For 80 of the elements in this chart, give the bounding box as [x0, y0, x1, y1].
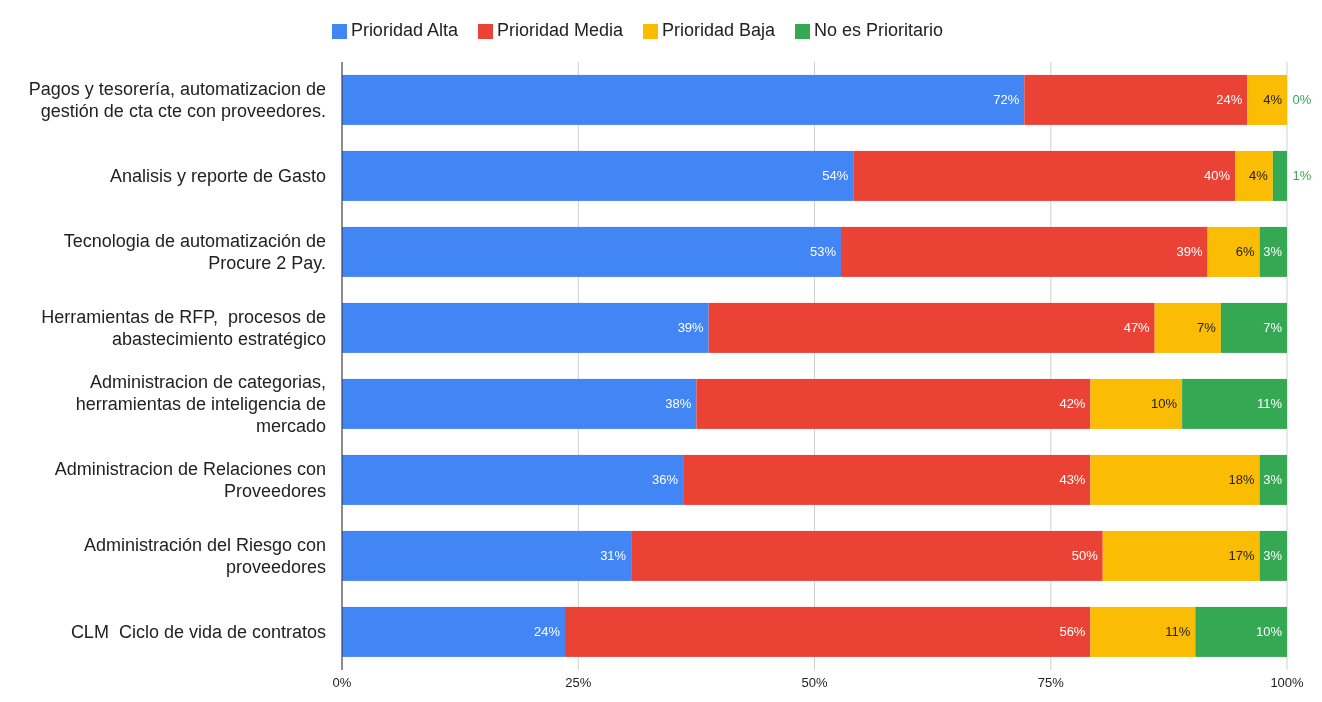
data-label: 3% — [1263, 472, 1283, 488]
bar — [1220, 302, 1287, 353]
bar — [1090, 606, 1196, 657]
y-tick-label: Analisis y reporte de Gasto — [109, 166, 326, 186]
bar — [631, 530, 1103, 581]
bar — [696, 378, 1091, 429]
data-label: 18% — [1228, 472, 1256, 488]
y-tick-label: Administracion de Relaciones con Proveedores — [54, 459, 326, 501]
bar — [1272, 150, 1287, 201]
data-label: 40% — [1203, 168, 1231, 184]
data-label: 4% — [1249, 168, 1269, 184]
data-label: 10% — [1151, 396, 1178, 412]
data-label: 50% — [1071, 548, 1099, 564]
bar — [1090, 454, 1260, 505]
legend-label: No es Prioritario — [814, 20, 944, 40]
data-label: 0% — [1292, 92, 1312, 108]
data-label: 47% — [1123, 320, 1151, 336]
x-tick-label: 50% — [801, 675, 828, 691]
data-label: 3% — [1263, 244, 1283, 260]
x-tick-label: 75% — [1037, 675, 1065, 691]
data-label: 43% — [1059, 472, 1086, 488]
data-label: 10% — [1255, 624, 1283, 640]
y-tick-label: Pagos y tesorería, automatizacion de gestión de cta cte con proveedores. — [28, 79, 326, 121]
data-label: 1% — [1292, 168, 1312, 184]
data-label: 11% — [1256, 396, 1283, 412]
y-tick-label: CLM Ciclo de vida de contratos — [70, 622, 326, 642]
x-tick-label: 100% — [1270, 675, 1305, 691]
data-label: 24% — [1216, 92, 1243, 108]
bar — [1154, 302, 1221, 353]
bar — [1182, 378, 1287, 429]
bar — [708, 302, 1155, 353]
legend-label: Prioridad Baja — [662, 20, 776, 40]
bar — [1247, 74, 1287, 125]
data-label: 72% — [993, 92, 1020, 108]
data-label: 39% — [677, 320, 705, 336]
y-tick-label: Tecnologia de automatización de Procure 2 Pay. — [63, 231, 326, 273]
bar — [1102, 530, 1260, 581]
data-label: 36% — [652, 472, 679, 488]
bar — [1207, 226, 1260, 277]
x-tick-label: 0% — [332, 675, 352, 691]
bar — [840, 226, 1208, 277]
data-label: 6% — [1235, 244, 1256, 260]
bar — [1024, 74, 1248, 125]
bar — [342, 606, 566, 657]
bar — [1259, 454, 1287, 505]
bar — [342, 454, 684, 505]
y-tick-label: Administracion de categorias, herramientas de inteligencia de mercado — [75, 372, 326, 436]
data-label: 54% — [822, 168, 849, 184]
bar — [1259, 226, 1287, 277]
data-label: 11% — [1165, 624, 1191, 640]
bar — [1235, 150, 1273, 201]
bar — [1195, 606, 1287, 657]
bar — [342, 378, 697, 429]
bar — [342, 530, 632, 581]
data-label: 38% — [665, 396, 692, 412]
data-label: 56% — [1059, 624, 1086, 640]
data-label: 42% — [1059, 396, 1086, 412]
data-label: 39% — [1176, 244, 1204, 260]
y-tick-label: Administración del Riesgo con proveedores — [83, 535, 326, 577]
data-label: 7% — [1263, 320, 1283, 336]
legend-label: Prioridad Alta — [350, 20, 458, 40]
bar — [342, 302, 709, 353]
data-label: 53% — [809, 244, 837, 260]
bar — [342, 74, 1025, 125]
data-label: 17% — [1228, 548, 1256, 564]
y-tick-label: Herramientas de RFP, procesos de abastecimiento estratégico — [41, 307, 326, 349]
data-label: 24% — [533, 624, 561, 640]
bar — [342, 150, 854, 201]
bar — [683, 454, 1091, 505]
bar — [342, 226, 841, 277]
data-label: 4% — [1263, 92, 1283, 108]
bar — [853, 150, 1236, 201]
data-label: 3% — [1263, 548, 1283, 564]
bar — [1259, 530, 1287, 581]
legend-label: Prioridad Media — [496, 20, 623, 40]
data-label: 31% — [600, 548, 627, 564]
data-label: 7% — [1197, 320, 1217, 336]
bar — [1090, 378, 1183, 429]
bar — [565, 606, 1091, 657]
x-tick-label: 25% — [565, 675, 592, 691]
